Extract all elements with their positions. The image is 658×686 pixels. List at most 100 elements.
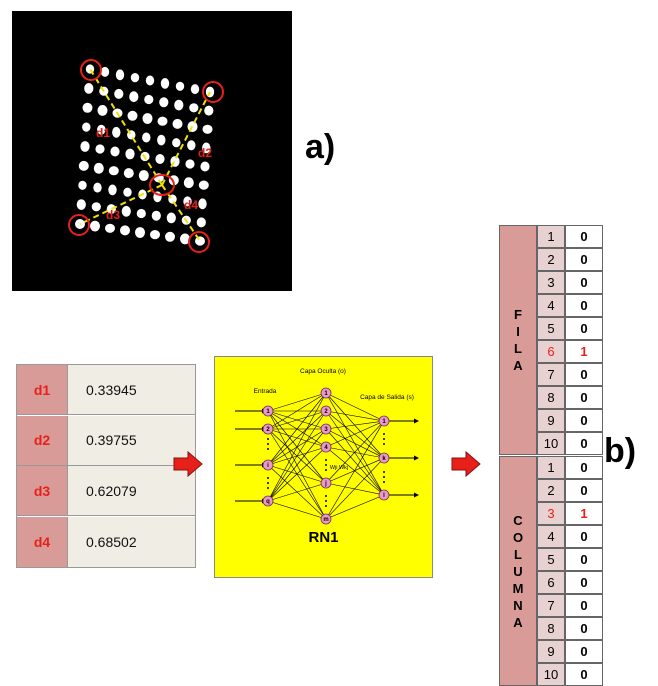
grid-dot — [108, 166, 119, 176]
output-row: 10 0 — [537, 663, 603, 686]
grid-dot — [174, 99, 184, 111]
distance-value: 0.62079 — [68, 466, 195, 515]
row-index: 4 — [537, 294, 565, 317]
row-index: 6 — [537, 340, 565, 363]
network-node — [262, 405, 274, 417]
dot-grid-image: d1 d2 d3 d4 — [12, 11, 292, 291]
row-index: 3 — [537, 271, 565, 294]
network-node — [320, 441, 332, 453]
row-value: 0 — [565, 225, 603, 248]
grid-dot — [108, 184, 117, 196]
grid-dot — [95, 144, 105, 154]
network-node — [378, 415, 390, 427]
ellipsis-dot — [267, 443, 269, 445]
ellipsis-dot — [325, 469, 327, 471]
grid-dot — [125, 148, 135, 160]
network-node — [320, 513, 332, 525]
distance-value: 0.33945 — [68, 365, 195, 414]
section-letter: A — [513, 358, 523, 373]
row-value: 1 — [565, 340, 603, 363]
grid-dot — [97, 105, 108, 116]
network-node — [262, 423, 274, 435]
grid-dot — [127, 110, 138, 121]
ellipsis-dot — [383, 443, 385, 445]
grid-dot — [136, 208, 146, 219]
distance-row: d2 0.39755 — [17, 415, 195, 466]
row-index: 10 — [537, 663, 565, 686]
distance-row: d4 0.68502 — [17, 516, 195, 567]
input-layer-label: Entrada — [254, 388, 277, 395]
connection-line — [325, 482, 385, 496]
ellipsis-dot — [325, 464, 327, 466]
grid-dot — [157, 134, 166, 146]
grid-dot — [175, 81, 185, 91]
ellipsis-dot — [267, 438, 269, 440]
grid-dot — [183, 177, 194, 189]
distance-value: 0.39755 — [68, 415, 195, 465]
distance-key: d1 — [17, 365, 68, 414]
output-arrowhead — [414, 418, 419, 424]
label-a: a) — [305, 128, 336, 166]
row-index: 10 — [537, 432, 565, 455]
grid-dot — [93, 162, 104, 174]
grid-dot — [82, 102, 93, 113]
connection-line — [267, 410, 327, 466]
network-node — [320, 423, 332, 435]
node-label: l — [383, 493, 385, 499]
weights-label: Wji Wkj — [330, 465, 348, 471]
node-label: 2 — [266, 427, 270, 433]
grid-dot — [84, 83, 94, 94]
connection-line — [325, 446, 385, 459]
grid-dot — [190, 84, 200, 95]
ellipsis-dot — [267, 482, 269, 484]
node-label: k — [382, 456, 386, 462]
grid-dot — [142, 132, 151, 143]
arrow-right-icon — [451, 450, 481, 478]
row-value: 0 — [565, 271, 603, 294]
grid-dot — [155, 154, 165, 164]
connection-line — [325, 410, 385, 496]
grid-dot — [159, 97, 169, 108]
corner-marker-circle — [202, 81, 224, 103]
distance-key: d3 — [17, 466, 68, 515]
connection-line — [267, 428, 327, 502]
neural-network-panel: Capa Oculta (o) Entrada Capa de Salida (s)… — [214, 356, 433, 578]
grid-dot — [112, 126, 121, 138]
grid-dot — [120, 225, 130, 236]
ellipsis-dot — [267, 487, 269, 489]
section-letter: O — [512, 529, 524, 545]
columna-section: C O L U M N A 1 0 2 0 3 1 4 0 5 0 6 0 7 0 8 0 9 0 10 0 — [499, 456, 603, 686]
grid-dot — [144, 94, 154, 105]
grid-dot — [121, 205, 131, 217]
grid-dot — [123, 187, 132, 197]
connection-line — [325, 428, 385, 496]
distance-row: d3 0.62079 — [17, 466, 195, 516]
distance-line — [79, 184, 163, 225]
section-letter: A — [513, 614, 523, 630]
grid-dot — [160, 78, 170, 89]
grid-dot — [110, 146, 120, 157]
section-letter: L — [514, 546, 522, 562]
grid-dot — [135, 227, 145, 238]
ellipsis-dot — [383, 476, 385, 478]
row-index: 9 — [537, 409, 565, 432]
distance-key: d4 — [17, 516, 68, 567]
network-title: RN1 — [308, 529, 339, 546]
row-index: 4 — [537, 525, 565, 548]
ellipsis-dot — [267, 448, 269, 450]
grid-dot — [105, 223, 115, 233]
ellipsis-dot — [383, 481, 385, 483]
row-index: 8 — [537, 386, 565, 409]
connection-line — [325, 392, 385, 496]
connection-line — [325, 494, 385, 520]
grid-dot — [100, 66, 110, 77]
ellipsis-dot — [383, 438, 385, 440]
distance-line — [161, 91, 211, 186]
corner-marker-circle — [68, 214, 90, 236]
grid-dot — [115, 69, 125, 81]
row-value: 0 — [565, 479, 603, 502]
